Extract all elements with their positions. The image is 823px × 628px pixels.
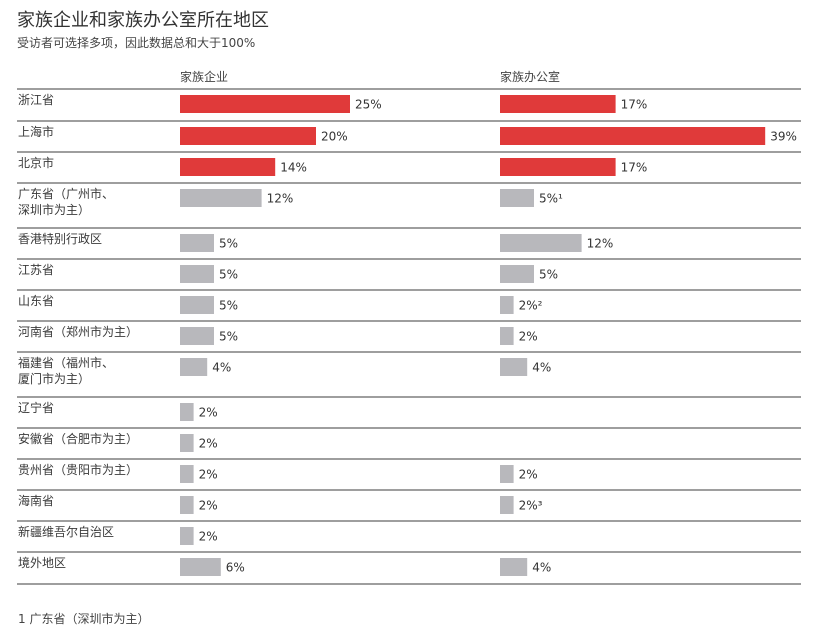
data-label: 2% bbox=[199, 530, 218, 544]
data-label: 5% bbox=[219, 330, 238, 344]
bar bbox=[180, 558, 221, 576]
data-label: 25% bbox=[355, 98, 382, 112]
bar bbox=[500, 127, 766, 145]
column-header-family-business: 家族企业 bbox=[180, 70, 229, 84]
category-label: 深圳市为主） bbox=[18, 202, 90, 217]
bar bbox=[500, 95, 616, 113]
category-label: 上海市 bbox=[18, 124, 54, 139]
data-label: 2% bbox=[199, 437, 218, 451]
bar bbox=[180, 403, 194, 421]
data-label: 6% bbox=[226, 561, 245, 575]
bar bbox=[180, 296, 214, 314]
category-label: 新疆维吾尔自治区 bbox=[18, 524, 114, 539]
category-label: 辽宁省 bbox=[18, 400, 54, 415]
category-label: 安徽省（合肥市为主） bbox=[18, 431, 138, 446]
data-label: 2%² bbox=[519, 299, 543, 313]
chart-subtitle: 受访者可选择多项，因此数据总和大于100% bbox=[17, 36, 256, 50]
data-label: 4% bbox=[532, 561, 551, 575]
data-label: 2% bbox=[199, 406, 218, 420]
bar bbox=[180, 158, 276, 176]
bar-chart: 浙江省 25% 17% 上海市 20% 39% 北京市 14% 17% 广东省（广州市、深圳市为主… bbox=[17, 88, 801, 585]
category-label: 香港特别行政区 bbox=[18, 231, 102, 246]
bar bbox=[180, 434, 194, 452]
bar bbox=[180, 358, 208, 376]
column-header-family-office: 家族办公室 bbox=[500, 70, 561, 84]
bar bbox=[500, 358, 528, 376]
category-label: 厦门市为主） bbox=[18, 371, 90, 386]
data-label: 12% bbox=[267, 192, 294, 206]
data-label: 17% bbox=[621, 98, 648, 112]
data-label: 2% bbox=[199, 499, 218, 513]
bar bbox=[500, 465, 514, 483]
data-label: 5% bbox=[219, 268, 238, 282]
bar bbox=[180, 265, 214, 283]
data-label: 2%³ bbox=[519, 499, 543, 513]
bar bbox=[500, 327, 514, 345]
bar bbox=[500, 234, 582, 252]
data-label: 20% bbox=[321, 130, 348, 144]
data-label: 5% bbox=[539, 268, 558, 282]
data-label: 2% bbox=[519, 330, 538, 344]
data-label: 4% bbox=[532, 361, 551, 375]
bar bbox=[500, 189, 534, 207]
category-label: 福建省（福州市、 bbox=[18, 355, 114, 370]
bar bbox=[180, 527, 194, 545]
bar bbox=[180, 127, 316, 145]
data-label: 5%¹ bbox=[539, 192, 563, 206]
bar bbox=[180, 327, 214, 345]
bar bbox=[180, 189, 262, 207]
bar bbox=[500, 296, 514, 314]
data-label: 5% bbox=[219, 237, 238, 251]
bar bbox=[500, 158, 616, 176]
data-label: 17% bbox=[621, 161, 648, 175]
bar bbox=[180, 95, 350, 113]
footnote: 1 广东省（深圳市为主） bbox=[18, 612, 150, 626]
category-label: 海南省 bbox=[18, 493, 54, 508]
data-label: 2% bbox=[519, 468, 538, 482]
category-label: 浙江省 bbox=[18, 93, 54, 107]
category-label: 广东省（广州市、 bbox=[18, 186, 114, 201]
data-label: 2% bbox=[199, 468, 218, 482]
category-label: 河南省（郑州市为主） bbox=[18, 324, 138, 339]
category-label: 山东省 bbox=[18, 294, 54, 308]
bar bbox=[500, 496, 514, 514]
data-label: 39% bbox=[770, 130, 797, 144]
category-label: 贵州省（贵阳市为主） bbox=[18, 462, 138, 477]
chart-title: 家族企业和家族办公室所在地区 bbox=[17, 10, 269, 31]
data-label: 12% bbox=[587, 237, 614, 251]
bar bbox=[180, 465, 194, 483]
bar bbox=[500, 265, 534, 283]
category-label: 境外地区 bbox=[18, 555, 66, 570]
category-label: 北京市 bbox=[18, 155, 54, 170]
bar bbox=[180, 234, 214, 252]
data-label: 5% bbox=[219, 299, 238, 313]
category-label: 江苏省 bbox=[18, 263, 54, 277]
data-label: 14% bbox=[280, 161, 307, 175]
bar bbox=[180, 496, 194, 514]
bar bbox=[500, 558, 528, 576]
data-label: 4% bbox=[212, 361, 231, 375]
